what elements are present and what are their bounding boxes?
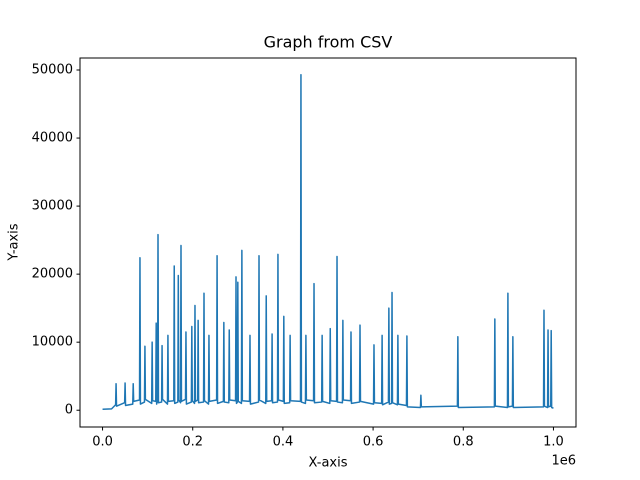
y-axis-label: Y-axis [7, 223, 22, 261]
x-tick-label: 0.8 [453, 435, 474, 450]
x-tick-label: 1.0 [543, 435, 564, 450]
y-tick-label: 0 [65, 403, 73, 418]
y-tick-label: 20000 [32, 267, 73, 282]
x-tick-label: 0.4 [273, 435, 294, 450]
x-tick-label: 0.0 [92, 435, 113, 450]
x-tick-label: 0.2 [182, 435, 203, 450]
chart-title: Graph from CSV [264, 33, 393, 52]
y-tick-label: 50000 [32, 63, 73, 78]
y-tick-label: 40000 [32, 131, 73, 146]
x-axis-label: X-axis [309, 456, 348, 471]
data-line [102, 74, 554, 410]
y-tick-label: 30000 [32, 199, 73, 214]
x-offset-text: 1e6 [551, 454, 576, 469]
x-tick-label: 0.6 [363, 435, 384, 450]
y-tick-label: 10000 [32, 335, 73, 350]
axes-frame [79, 57, 577, 428]
